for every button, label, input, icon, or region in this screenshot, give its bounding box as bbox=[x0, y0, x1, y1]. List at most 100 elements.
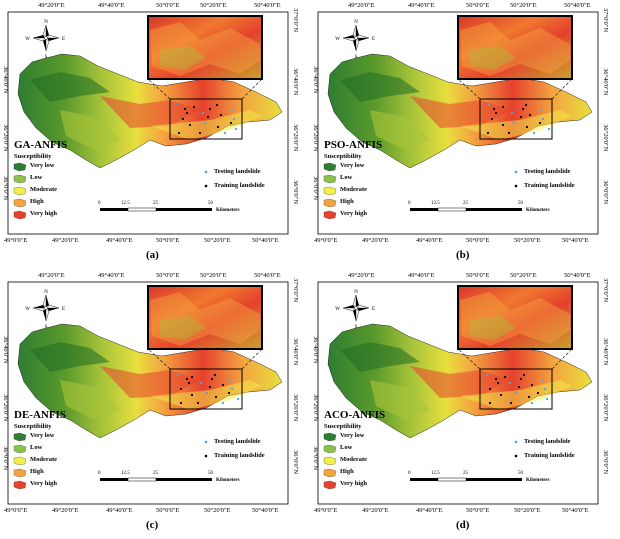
right-coord-label: 36°0'0"N bbox=[602, 450, 609, 475]
training-landslide-point bbox=[490, 117, 494, 121]
west-label: W bbox=[25, 307, 30, 312]
inset-texture-high bbox=[150, 22, 260, 76]
training-landslide-point bbox=[190, 393, 194, 397]
legend-label-low: Low bbox=[30, 444, 43, 451]
testing-landslide-point bbox=[532, 131, 536, 135]
left-coord-label: 36°20'0"N bbox=[2, 124, 9, 152]
panel-caption: (c) bbox=[146, 519, 159, 531]
training-landslide-point bbox=[219, 113, 223, 117]
top-coord-label: 49°40'0"E bbox=[408, 272, 435, 279]
terrain-low bbox=[60, 110, 120, 150]
east-label: E bbox=[372, 37, 375, 42]
legend-swatch bbox=[13, 174, 27, 184]
west-label: W bbox=[25, 37, 30, 42]
legend-label-moderate: Moderate bbox=[340, 456, 368, 463]
training-point-symbol bbox=[514, 184, 518, 188]
testing-point-symbol bbox=[204, 440, 208, 444]
legend-swatch bbox=[13, 186, 27, 196]
training-point-symbol bbox=[514, 454, 518, 458]
top-coord-label: 49°40'0"E bbox=[408, 2, 435, 9]
testing-landslide-point bbox=[223, 131, 227, 135]
inset-texture-low bbox=[470, 316, 516, 340]
legend-label-high: High bbox=[30, 468, 44, 475]
training-landslide-point bbox=[501, 123, 505, 127]
right-coord-label: 36°40'0"N bbox=[602, 68, 609, 96]
inset-map bbox=[457, 285, 573, 350]
training-landslide-point bbox=[183, 107, 187, 111]
scale-bar bbox=[100, 207, 212, 212]
training-landslide-point bbox=[206, 115, 210, 119]
testing-landslide-point bbox=[541, 379, 545, 383]
legend-heading: Susceptibility bbox=[14, 153, 52, 160]
map-figure: N S E W bbox=[7, 11, 289, 235]
bottom-coord-label: 49°0'0"E bbox=[4, 507, 28, 514]
bottom-coord-label: 49°20'0"E bbox=[52, 507, 79, 514]
terrain-very-high bbox=[100, 366, 200, 398]
top-coord-label: 50°40'0"E bbox=[564, 272, 591, 279]
legend-swatches bbox=[323, 162, 337, 220]
terrain-very-low bbox=[340, 342, 420, 372]
testing-landslide-point bbox=[234, 127, 238, 131]
training-landslide-point bbox=[486, 131, 490, 135]
top-coord-label: 50°40'0"E bbox=[254, 2, 281, 9]
training-landslide-point bbox=[522, 373, 526, 377]
testing-landslide-point bbox=[176, 373, 180, 377]
legend-label-testing: Testing landslide bbox=[214, 438, 261, 445]
legend-label-very-high: Very high bbox=[340, 210, 368, 217]
testing-landslide-point bbox=[543, 387, 547, 391]
training-landslide-point bbox=[196, 401, 200, 405]
terrain-low bbox=[60, 380, 120, 420]
legend-label-training: Training landslide bbox=[524, 182, 575, 189]
model-title: ACO-ANFIS bbox=[324, 409, 386, 421]
right-coord-label: 37°0'0"N bbox=[602, 8, 609, 33]
training-landslide-point bbox=[509, 401, 513, 405]
top-coord-label: 50°40'0"E bbox=[564, 2, 591, 9]
training-landslide-point bbox=[210, 377, 214, 381]
legend-swatch bbox=[13, 210, 27, 220]
north-label: N bbox=[354, 20, 358, 25]
scale-tick-label: 25 bbox=[153, 471, 158, 476]
north-label: N bbox=[44, 290, 48, 295]
left-coord-label: 36°20'0"N bbox=[312, 124, 319, 152]
bottom-coord-label: 50°20'0"E bbox=[204, 237, 231, 244]
legend-swatch bbox=[323, 174, 337, 184]
bottom-coord-label: 50°20'0"E bbox=[514, 507, 541, 514]
bottom-coord-label: 49°0'0"E bbox=[314, 237, 338, 244]
scale-tick-label: 50 bbox=[518, 471, 523, 476]
scale-bar bbox=[100, 477, 212, 482]
map-panel-2: N S E W 49°20'0"E 49°40'0"E 50°0'0"E 50°… bbox=[310, 0, 620, 268]
east-label: E bbox=[372, 307, 375, 312]
scale-bar bbox=[410, 477, 522, 482]
testing-landslide-point bbox=[514, 391, 518, 395]
testing-landslide-point bbox=[201, 111, 205, 115]
training-landslide-point bbox=[214, 395, 218, 399]
legend-swatch bbox=[13, 432, 27, 442]
top-coord-label: 50°0'0"E bbox=[466, 2, 490, 9]
right-coord-label: 36°0'0"N bbox=[292, 180, 299, 205]
training-landslide-point bbox=[488, 401, 492, 405]
legend-label-high: High bbox=[340, 468, 354, 475]
scale-unit: Kilometers bbox=[526, 208, 550, 213]
legend-swatch bbox=[323, 480, 337, 490]
legend-label-high: High bbox=[340, 198, 354, 205]
training-landslide-point bbox=[528, 113, 532, 117]
legend-swatch bbox=[13, 480, 27, 490]
legend-swatch bbox=[323, 444, 337, 454]
testing-landslide-point bbox=[545, 397, 549, 401]
east-label: E bbox=[62, 307, 65, 312]
map-panel-1: N S E W 49°20'0"E 49°40'0"E 50°0'0"E 50°… bbox=[0, 0, 310, 268]
training-landslide-point bbox=[530, 383, 534, 387]
legend-heading: Susceptibility bbox=[14, 423, 52, 430]
map-figure: N S E W bbox=[7, 281, 289, 505]
inset-texture-high bbox=[460, 22, 570, 76]
training-landslide-point bbox=[501, 105, 505, 109]
training-landslide-point bbox=[198, 131, 202, 135]
legend-swatch bbox=[13, 456, 27, 466]
testing-landslide-point bbox=[508, 381, 512, 385]
testing-landslide-point bbox=[232, 117, 236, 121]
scale-tick-label: 0 bbox=[408, 201, 411, 206]
training-landslide-point bbox=[227, 391, 231, 395]
legend-swatch bbox=[13, 444, 27, 454]
model-title: GA-ANFIS bbox=[14, 139, 68, 151]
testing-landslide-point bbox=[221, 401, 225, 405]
